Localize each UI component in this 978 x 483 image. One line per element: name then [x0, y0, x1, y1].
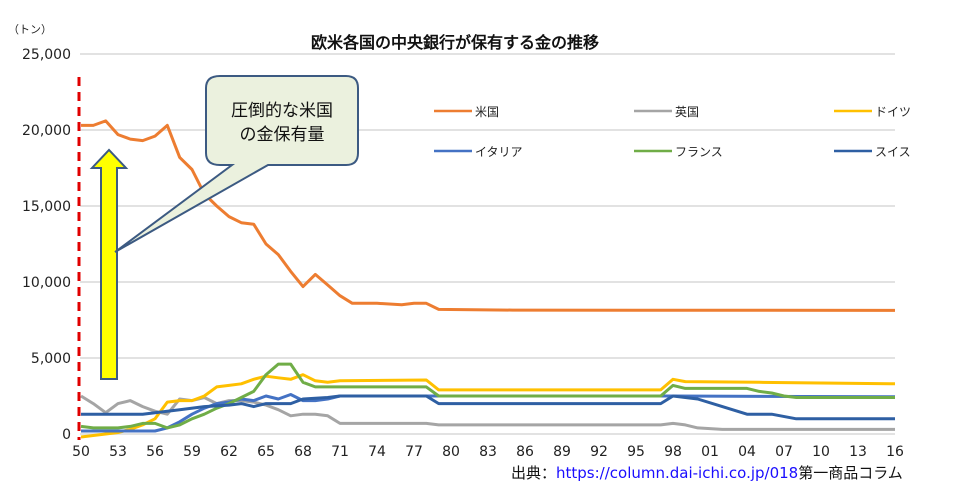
x-tick-label: 04 [738, 444, 756, 460]
series-line-1 [80, 394, 895, 431]
legend-label: 米国 [475, 105, 499, 119]
y-tick-label: 15,000 [22, 199, 71, 215]
legend-label: フランス [675, 145, 723, 159]
callout-line-1: 圧倒的な米国 [231, 101, 333, 121]
y-tick-label: 20,000 [22, 123, 71, 139]
legend-label: イタリア [475, 145, 523, 159]
legend-item: スイス [834, 145, 911, 159]
x-tick-label: 80 [442, 444, 460, 460]
legend-item: フランス [634, 145, 723, 159]
legend-label: スイス [875, 145, 911, 159]
callout-line-2: の金保有量 [240, 125, 325, 145]
x-tick-label: 71 [331, 444, 349, 460]
x-tick-label: 68 [294, 444, 312, 460]
x-tick-label: 62 [220, 444, 238, 460]
x-tick-label: 07 [775, 444, 793, 460]
x-tick-label: 95 [627, 444, 645, 460]
source-citation: 出典：https://column.dai-ichi.co.jp/018第一商品… [511, 462, 903, 483]
x-tick-label: 74 [368, 444, 386, 460]
x-tick-label: 83 [479, 444, 497, 460]
up-arrow-icon [89, 148, 129, 380]
source-prefix: 出典： [511, 464, 557, 482]
y-axis-unit: （トン） [8, 23, 52, 36]
series-line-0 [81, 119, 896, 312]
legend-label: ドイツ [875, 105, 911, 119]
legend-item: ドイツ [834, 105, 911, 119]
x-tick-label: 86 [516, 444, 534, 460]
x-tick-label: 10 [812, 444, 830, 460]
x-tick-label: 77 [405, 444, 423, 460]
source-suffix: 第一商品コラム [798, 464, 903, 482]
x-tick-label: 98 [664, 444, 682, 460]
x-tick-label: 01 [701, 444, 719, 460]
x-tick-label: 59 [183, 444, 201, 460]
x-tick-label: 89 [553, 444, 571, 460]
series-line-4 [80, 362, 895, 430]
series-line-2 [80, 373, 896, 439]
legend-item: 米国 [434, 105, 499, 119]
x-tick-label: 92 [590, 444, 608, 460]
x-tick-label: 13 [849, 444, 867, 460]
legend-item: イタリア [434, 145, 523, 159]
y-tick-label: 10,000 [22, 275, 71, 291]
x-tick-label: 50 [72, 444, 90, 460]
chart-title: 欧米各国の中央銀行が保有する金の推移 [311, 33, 599, 52]
callout-bubble: 圧倒的な米国 の金保有量 [114, 75, 359, 253]
x-tick-label: 16 [886, 444, 904, 460]
x-tick-label: 53 [109, 444, 127, 460]
y-tick-label: 5,000 [31, 351, 71, 367]
y-tick-label: 0 [62, 427, 71, 443]
legend-label: 英国 [675, 105, 699, 119]
series-line-5 [81, 394, 895, 421]
legend-item: 英国 [634, 105, 699, 119]
x-tick-label: 65 [257, 444, 275, 460]
x-tick-label: 56 [146, 444, 164, 460]
source-link[interactable]: https://column.dai-ichi.co.jp/018 [556, 464, 799, 482]
y-tick-label: 25,000 [22, 47, 71, 63]
